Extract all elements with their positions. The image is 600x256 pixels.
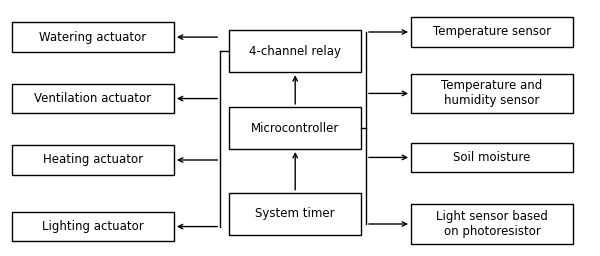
Bar: [12, 145, 174, 175]
Text: Ventilation actuator: Ventilation actuator: [34, 92, 152, 105]
Bar: [411, 17, 573, 47]
Text: Light sensor based
on photoresistor: Light sensor based on photoresistor: [436, 210, 548, 238]
Text: Soil moisture: Soil moisture: [454, 151, 530, 164]
Bar: [12, 212, 174, 241]
Text: Lighting actuator: Lighting actuator: [42, 220, 144, 233]
Bar: [12, 84, 174, 113]
Text: System timer: System timer: [256, 207, 335, 220]
Text: Temperature sensor: Temperature sensor: [433, 26, 551, 38]
Text: Heating actuator: Heating actuator: [43, 154, 143, 166]
Text: Microcontroller: Microcontroller: [251, 122, 340, 134]
Bar: [411, 204, 573, 244]
Text: 4-channel relay: 4-channel relay: [249, 45, 341, 58]
Text: Temperature and
humidity sensor: Temperature and humidity sensor: [442, 79, 542, 108]
Bar: [229, 107, 361, 149]
Text: Watering actuator: Watering actuator: [40, 31, 146, 44]
Bar: [411, 143, 573, 172]
Bar: [229, 193, 361, 235]
Bar: [411, 74, 573, 113]
Bar: [12, 23, 174, 52]
Bar: [229, 30, 361, 72]
